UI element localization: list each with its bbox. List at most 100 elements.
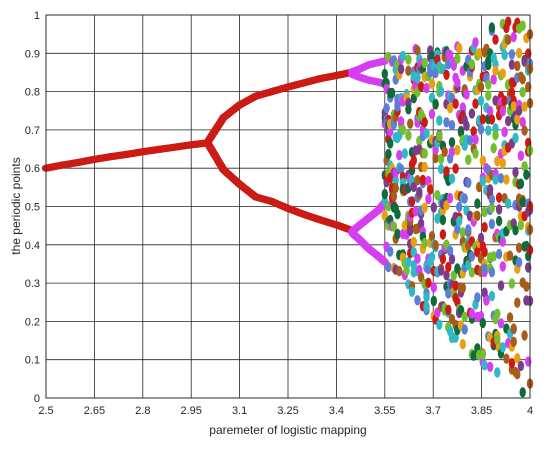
chaotic-point [407,118,414,129]
chaotic-point [459,102,466,113]
chaotic-point [412,206,419,217]
chaotic-point [450,60,457,71]
chaotic-point [495,248,503,260]
chaotic-point [405,256,412,268]
chaotic-point [463,120,470,131]
chaotic-point [508,49,516,60]
plot-frame [45,14,531,399]
x-tick-label: 3.25 [277,405,298,417]
y-tick-label: 1 [34,10,40,22]
chaotic-point [450,270,457,281]
chaotic-point [421,161,428,173]
y-tick-label: 0.6 [25,163,40,175]
chaotic-point [405,54,412,65]
chaotic-point [488,114,496,125]
chaotic-point [459,282,466,294]
chaotic-point [454,53,461,64]
y-tick-labels: 0 0.1 0.2 0.3 0.4 0.5 0.6 0.7 0.8 0.9 1 [25,10,40,405]
chaotic-point [510,31,517,43]
y-tick-label: 0.3 [25,278,40,290]
chaotic-point [494,367,501,378]
chaotic-point [446,49,454,61]
chaotic-point [437,86,445,97]
chaotic-point [501,49,508,61]
chaotic-point [481,222,488,233]
chaotic-point [463,89,470,100]
chaotic-point [465,259,472,271]
chaotic-point [408,286,416,297]
chaotic-point [421,117,428,128]
chaotic-point [514,114,521,125]
chaotic-point [523,169,530,180]
x-tick-label: 3.1 [232,405,247,417]
chaotic-point [421,202,428,213]
chaotic-point [503,174,510,185]
chaotic-point [421,148,428,159]
chaotic-point [519,116,526,128]
chaotic-point [488,194,496,205]
chaotic-point [488,22,496,33]
plot-marks [41,16,534,398]
chaotic-point [505,198,512,209]
chaotic-point [494,308,501,319]
chaotic-point [485,59,492,71]
chaotic-point [505,16,512,27]
chaotic-point [505,34,512,45]
chaotic-point [474,292,481,303]
chaotic-point [396,266,403,277]
chaotic-point [486,361,494,372]
chaotic-point [390,191,398,202]
y-tick-label: 0.5 [25,202,40,214]
chaotic-point [439,253,447,265]
chaotic-point [499,106,506,117]
chaotic-point [383,103,390,114]
chaotic-point [432,240,439,251]
chaotic-point [461,311,468,322]
chaotic-point [439,229,447,240]
chaotic-point [394,101,401,112]
chaotic-point [405,130,412,141]
chaotic-point [414,72,421,84]
chaotic-point [481,263,488,274]
chaotic-point [394,208,401,220]
x-axis-label: paremeter of logistic mapping [209,423,366,437]
chaotic-point [521,161,528,172]
chaotic-point [419,174,427,186]
chaotic-point [443,200,450,211]
x-tick-label: 2.95 [180,405,201,417]
chaotic-point [428,108,436,120]
chaotic-point [492,129,499,141]
chaotic-point [425,277,432,288]
chaotic-point [517,150,525,161]
chaotic-point [452,163,459,174]
chaotic-point [410,236,417,248]
chaotic-point [468,308,476,319]
chaotic-point [461,324,468,335]
chaotic-point [495,215,503,227]
chaotic-point [394,229,401,240]
chaotic-point [396,150,403,161]
chaotic-point [490,74,497,85]
chaotic-point [514,297,521,308]
chaotic-point [497,318,505,329]
chaotic-point [421,237,428,249]
chaotic-point [499,158,506,169]
chaotic-point [501,95,508,106]
chaotic-point [410,181,417,193]
y-tick-label: 0.8 [25,87,40,99]
chaotic-point [472,148,479,159]
chaotic-point [470,350,477,361]
chaotic-point [505,115,512,127]
chaotic-point [499,236,506,247]
chaotic-point [474,198,481,209]
chaotic-point [481,206,488,218]
y-tick-label: 0.2 [25,316,40,328]
chaotic-point [515,242,523,253]
chaotic-point [428,78,436,89]
chaotic-point [390,221,398,232]
chaotic-point [495,192,503,203]
chaotic-point [445,59,452,70]
chaotic-point [468,267,476,278]
chaotic-point [519,74,526,85]
